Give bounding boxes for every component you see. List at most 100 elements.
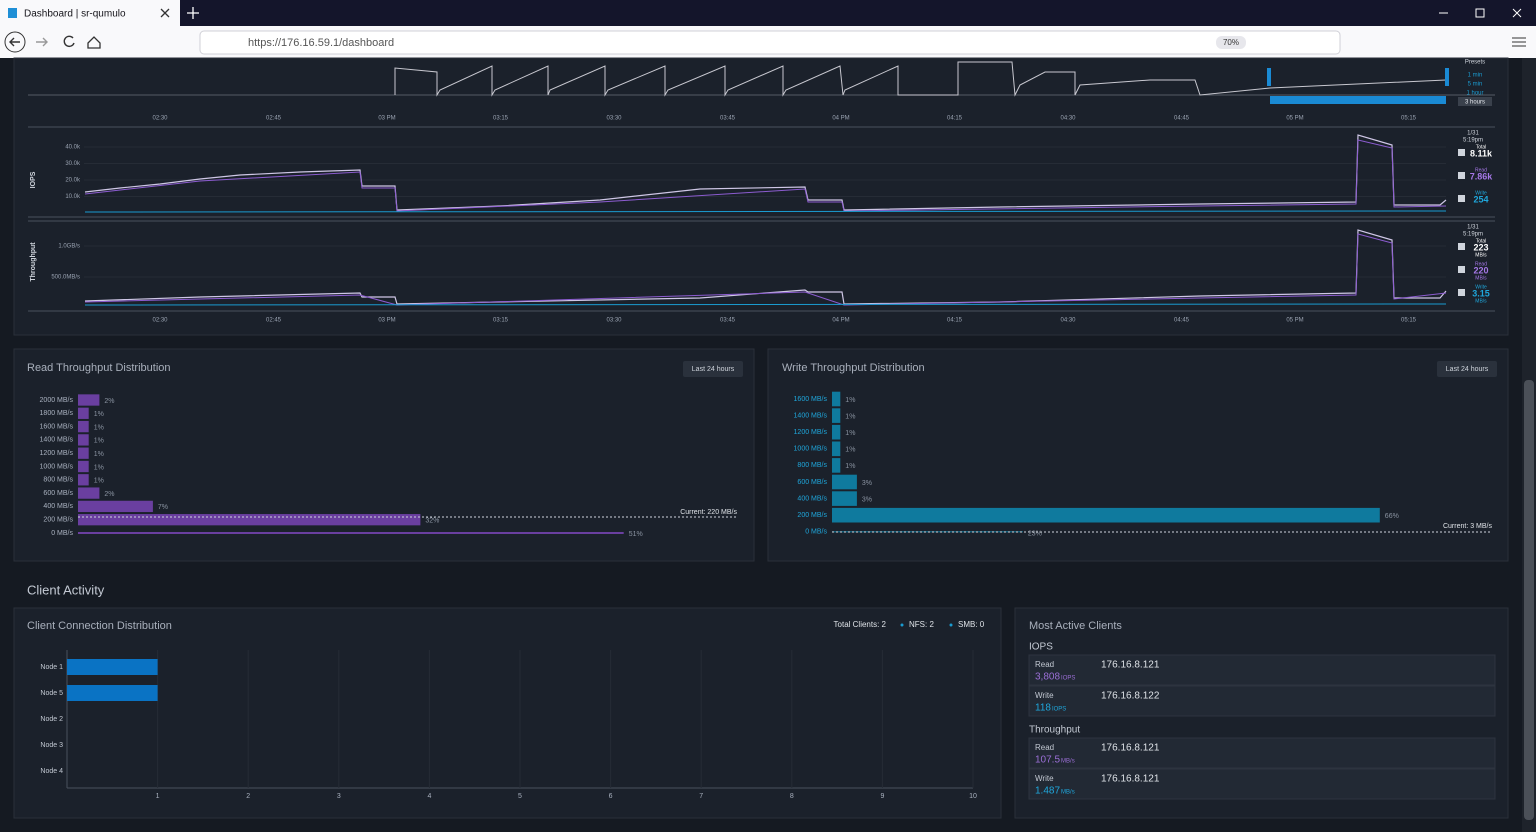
iops-total-line xyxy=(84,134,1447,211)
bar xyxy=(78,407,89,419)
section-heading: Client Activity xyxy=(27,582,105,597)
y-tick-label: 10.0k xyxy=(65,194,81,200)
panel-title: Client Connection Distribution xyxy=(27,620,172,632)
bar-label: 66% xyxy=(1385,513,1399,520)
bucket-label: 400 MB/s xyxy=(797,495,827,502)
legend-checkbox[interactable] xyxy=(1458,195,1465,202)
bar xyxy=(78,500,153,513)
client-row xyxy=(1028,685,1496,717)
time-label: 03:30 xyxy=(606,318,622,324)
restore[interactable] xyxy=(1475,8,1485,18)
y-tick-label: 40.0k xyxy=(65,145,81,151)
time-label: 03:45 xyxy=(720,318,736,324)
menu-button[interactable] xyxy=(1512,37,1526,47)
legend-value: 220 xyxy=(1473,265,1488,275)
legends: 1/315:19pmTotal8.11kRead7.86kWrite2541/3… xyxy=(1458,131,1493,304)
time-label: 03:45 xyxy=(720,116,736,122)
scroll-thumb[interactable] xyxy=(1524,380,1534,820)
preset-option[interactable]: 1 hour xyxy=(1466,91,1483,97)
x-tick-label: 6 xyxy=(609,793,613,800)
bucket-label: 2000 MB/s xyxy=(40,397,74,404)
bar xyxy=(832,507,1380,523)
row-unit: IOPS xyxy=(1061,676,1075,682)
bar-label: 1% xyxy=(94,478,104,485)
zoom-pill[interactable] xyxy=(1216,36,1246,49)
reload-button[interactable] xyxy=(63,35,75,48)
client-row xyxy=(1028,737,1496,769)
preset-option[interactable]: 1 min xyxy=(1468,73,1483,79)
client-row xyxy=(1028,768,1496,800)
time-label: 02:30 xyxy=(152,116,168,122)
address-bar[interactable] xyxy=(199,30,1341,55)
x-tick-label: 2 xyxy=(246,793,250,800)
x-tick-label: 10 xyxy=(969,793,977,800)
new-tab[interactable] xyxy=(187,7,199,19)
bucket-label: 200 MB/s xyxy=(43,517,73,524)
active-tab[interactable] xyxy=(0,0,180,26)
legend-checkbox[interactable] xyxy=(1458,172,1465,179)
legend-key: Total xyxy=(1476,144,1487,150)
current-label: Current: 3 MB/s xyxy=(1443,523,1493,530)
y-tick-label: 20.0k xyxy=(65,178,81,184)
row-label: Read xyxy=(1035,660,1054,669)
iops-read-line xyxy=(84,139,1447,212)
x-tick-label: 7 xyxy=(699,793,703,800)
time-label: 04:30 xyxy=(1060,116,1076,122)
bar xyxy=(832,474,857,490)
time-label: 03 PM xyxy=(378,318,395,324)
node-label: Node 3 xyxy=(40,742,63,749)
x-tick-label: 1 xyxy=(156,793,160,800)
row-value: 118 xyxy=(1035,703,1051,714)
time-label: 02:30 xyxy=(152,318,168,324)
time-label: 04:45 xyxy=(1174,116,1190,122)
tab-icon xyxy=(8,8,17,18)
bucket-label: 1400 MB/s xyxy=(40,437,74,444)
bar-label: 1% xyxy=(845,430,855,437)
timeline-selection[interactable] xyxy=(1270,96,1446,104)
panel-title: Read Throughput Distribution xyxy=(27,362,171,374)
legend-checkbox[interactable] xyxy=(1458,266,1465,273)
forward-button[interactable] xyxy=(36,37,48,47)
presets-title: Presets xyxy=(1465,60,1485,66)
legend-checkbox[interactable] xyxy=(1458,289,1465,296)
iops-axis-label: IOPS xyxy=(30,171,37,188)
legend-checkbox[interactable] xyxy=(1458,243,1465,250)
home-button[interactable] xyxy=(87,36,101,49)
close-window[interactable] xyxy=(1512,8,1522,18)
bar-label: 1% xyxy=(845,447,855,454)
perf-ticks: 40.0k 30.0k 20.0k 10.0k 1.0GB/s 500.0MB/s xyxy=(51,145,1446,281)
range-button[interactable] xyxy=(683,361,743,377)
preset-option[interactable]: 3 hours xyxy=(1465,100,1485,106)
client-ip: 176.16.8.121 xyxy=(1101,774,1160,785)
legend-date: 1/31 xyxy=(1467,225,1479,231)
client-ip: 176.16.8.121 xyxy=(1101,743,1160,754)
row-label: Read xyxy=(1035,743,1054,752)
back-button[interactable] xyxy=(4,31,26,53)
throughput-read-line xyxy=(84,233,1447,306)
legend-checkbox[interactable] xyxy=(1458,149,1465,156)
bar-label: 7% xyxy=(158,504,168,511)
legend-time: 5:19pm xyxy=(1463,232,1483,238)
bar xyxy=(67,659,158,675)
time-label: 05 PM xyxy=(1286,116,1303,122)
bar xyxy=(78,532,624,534)
time-label: 04:15 xyxy=(947,318,963,324)
selection-handle[interactable] xyxy=(1267,68,1271,86)
panel-title: Most Active Clients xyxy=(1029,620,1122,632)
selection-handle[interactable] xyxy=(1445,68,1449,86)
preset-option[interactable]: 5 min xyxy=(1468,82,1483,88)
bar xyxy=(832,408,841,423)
bar-label: 1% xyxy=(94,451,104,458)
client-row xyxy=(1028,654,1496,686)
time-label: 04 PM xyxy=(832,116,849,122)
time-label: 04:45 xyxy=(1174,318,1190,324)
range-button[interactable] xyxy=(1437,361,1497,377)
time-label: 04 PM xyxy=(832,318,849,324)
y-tick-label: 30.0k xyxy=(65,161,81,167)
legend-unit: MB/s xyxy=(1475,275,1487,281)
time-label: 04:15 xyxy=(947,116,963,122)
tab-close[interactable] xyxy=(160,8,170,18)
time-label: 03:15 xyxy=(493,318,509,324)
